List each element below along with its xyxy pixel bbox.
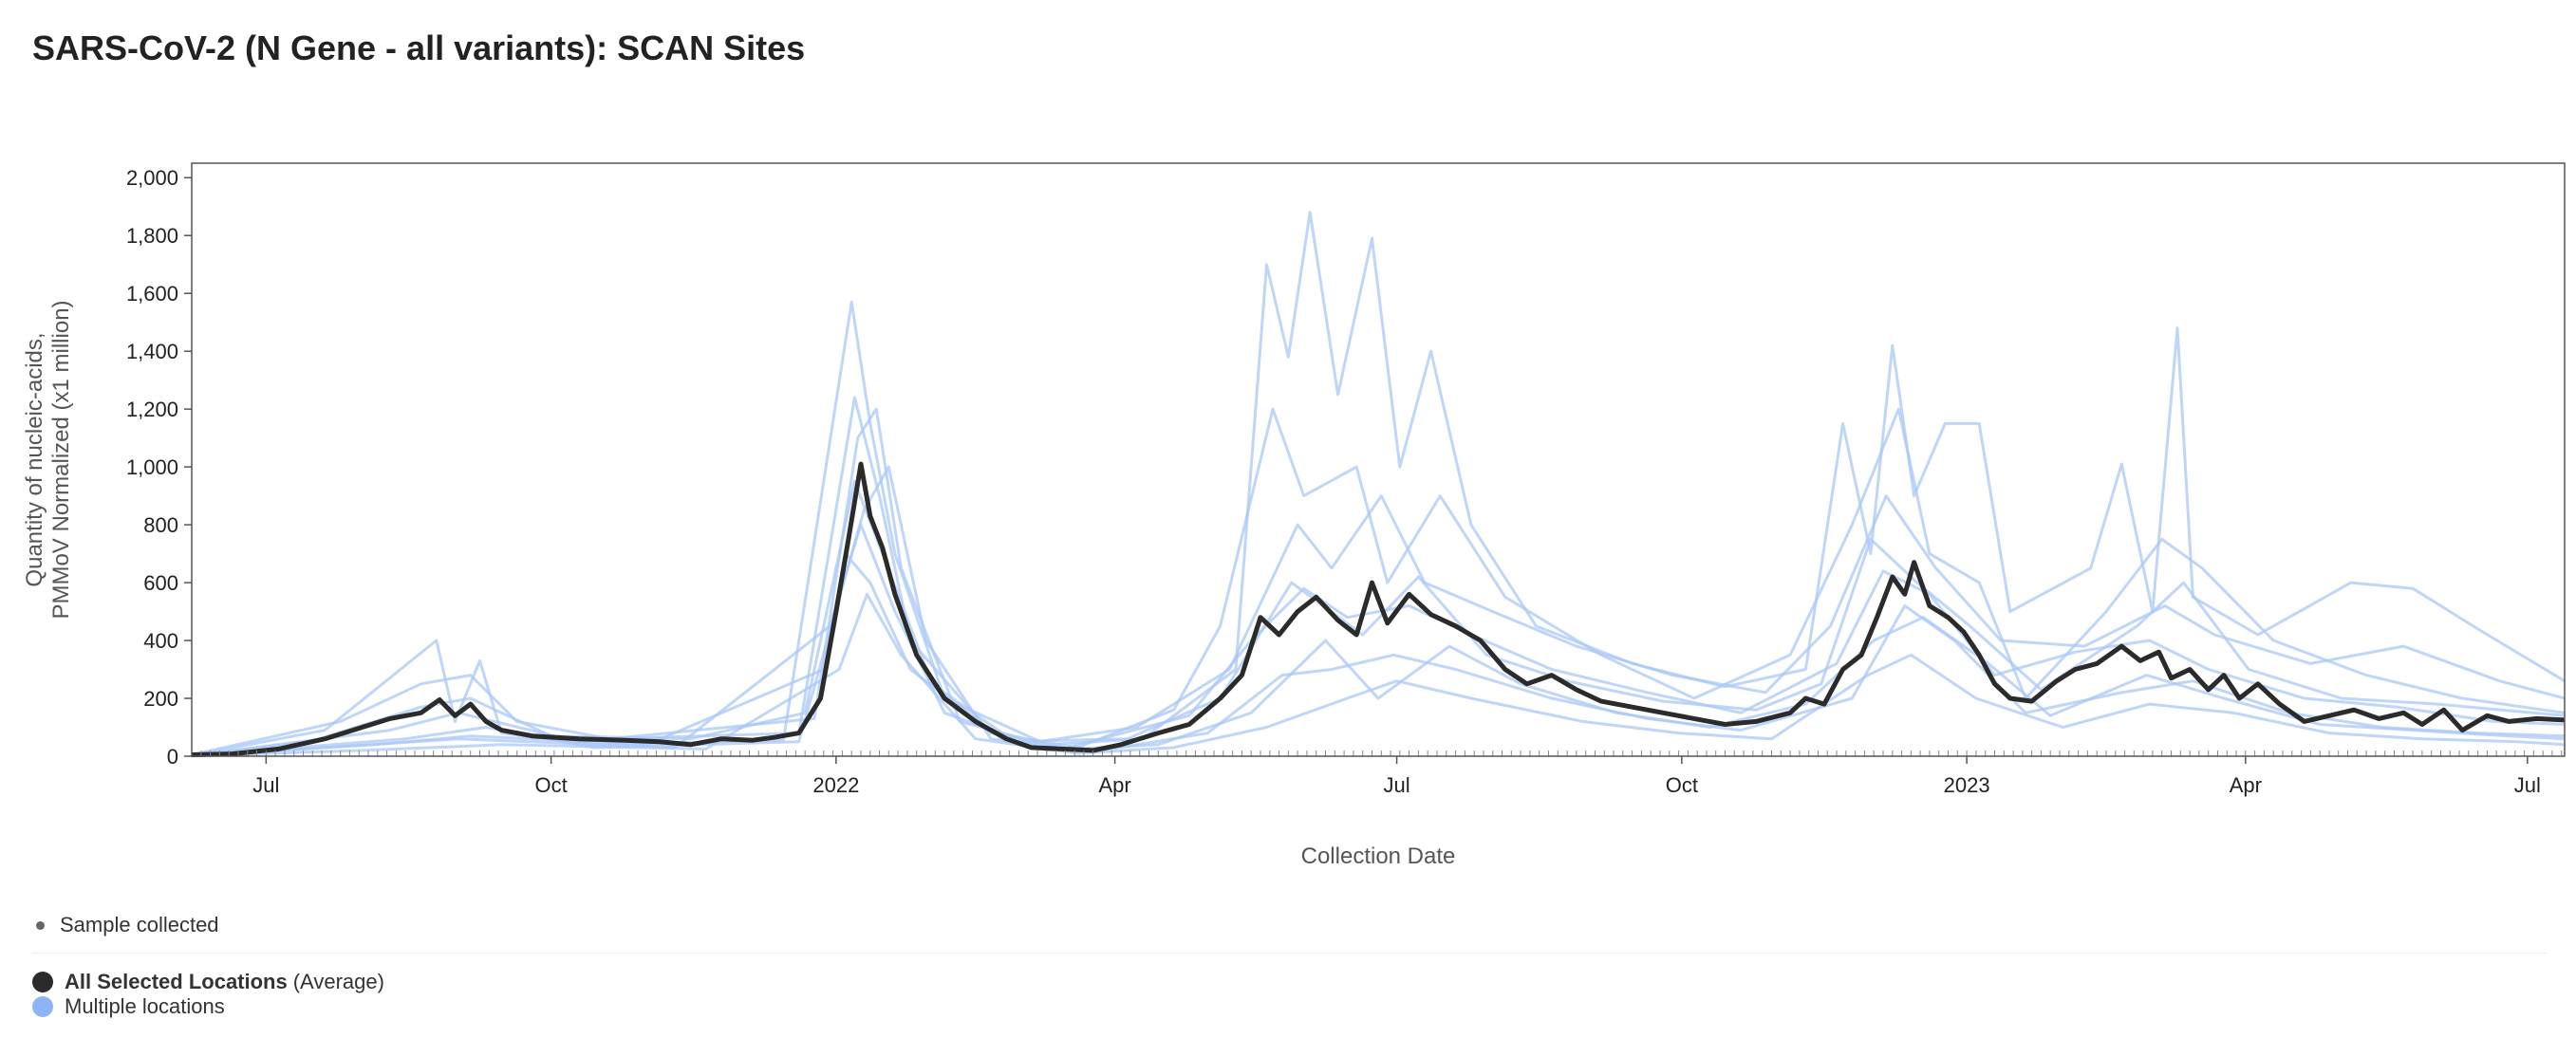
y-tick-label: 1,800 xyxy=(126,224,178,248)
y-tick-label: 1,200 xyxy=(126,398,178,421)
location-series-line-2 xyxy=(191,396,2566,756)
x-tick-label: Jul xyxy=(252,773,279,797)
x-axis: Jul Oct 2022 Apr Jul Oct 2023 Apr Jul xyxy=(252,756,2541,797)
line-chart: 0 200 400 600 800 1,000 1,200 1,400 1,600 1,800 2,… xyxy=(22,162,2566,869)
legend-average-suffix: (Average) xyxy=(292,970,384,993)
legend-average[interactable]: All Selected Locations (Average) xyxy=(32,970,384,994)
average-series-group xyxy=(191,461,2566,757)
y-tick-label: 200 xyxy=(143,687,178,711)
plot-area-frame xyxy=(191,162,2566,757)
location-series-line-6 xyxy=(191,523,2566,758)
locations-dot-icon xyxy=(32,996,53,1017)
x-tick-label: Oct xyxy=(1666,773,1698,797)
x-tick-label: Apr xyxy=(1098,773,1130,797)
chart-title: SARS-CoV-2 (N Gene - all variants): SCAN… xyxy=(32,28,806,67)
location-series-line-1 xyxy=(191,211,2566,757)
legend-divider xyxy=(32,953,2548,954)
legend-sample-label: Sample collected xyxy=(60,913,219,936)
x-tick-label: Oct xyxy=(534,773,567,797)
y-tick-label: 600 xyxy=(143,571,178,595)
y-tick-label: 800 xyxy=(143,513,178,537)
legend-sample-collected: Sample collected xyxy=(32,913,219,937)
y-axis: 0 200 400 600 800 1,000 1,200 1,400 1,600 1,800 2,… xyxy=(126,166,192,769)
y-tick-label: 2,000 xyxy=(126,166,178,190)
y-tick-label: 400 xyxy=(143,629,178,653)
location-series-group xyxy=(191,211,2566,758)
location-series-line-7 xyxy=(191,592,2566,758)
average-dot-icon xyxy=(32,972,53,992)
x-tick-label: Apr xyxy=(2230,773,2262,797)
location-series-line-5 xyxy=(191,537,2566,757)
sample-collected-markers xyxy=(191,751,2563,756)
location-series-line-3 xyxy=(191,407,2566,757)
legend-multiple-locations[interactable]: Multiple locations xyxy=(32,994,225,1019)
y-axis-title: Quantity of nucleic-acids,PMMoV Normaliz… xyxy=(22,300,74,619)
y-tick-label: 1,000 xyxy=(126,455,178,479)
x-tick-label: 2023 xyxy=(1944,773,1990,797)
x-tick-label: 2022 xyxy=(812,773,859,797)
y-tick-label: 1,400 xyxy=(126,340,178,363)
sample-dot-icon xyxy=(36,920,45,930)
legend-multiple-label: Multiple locations xyxy=(65,994,225,1018)
y-axis-title-line: Quantity of nucleic-acids, xyxy=(22,332,47,586)
legend-average-label: All Selected Locations xyxy=(65,970,288,993)
y-axis-title-line: PMMoV Normalized (x1 million) xyxy=(48,300,74,619)
y-tick-label: 1,600 xyxy=(126,282,178,306)
y-tick-label: 0 xyxy=(167,745,178,769)
location-series-line-8 xyxy=(191,479,2566,757)
x-axis-title: Collection Date xyxy=(1301,843,1456,869)
x-tick-label: Jul xyxy=(1384,773,1410,797)
x-tick-label: Jul xyxy=(2514,773,2541,797)
average-series-line xyxy=(191,461,2566,757)
